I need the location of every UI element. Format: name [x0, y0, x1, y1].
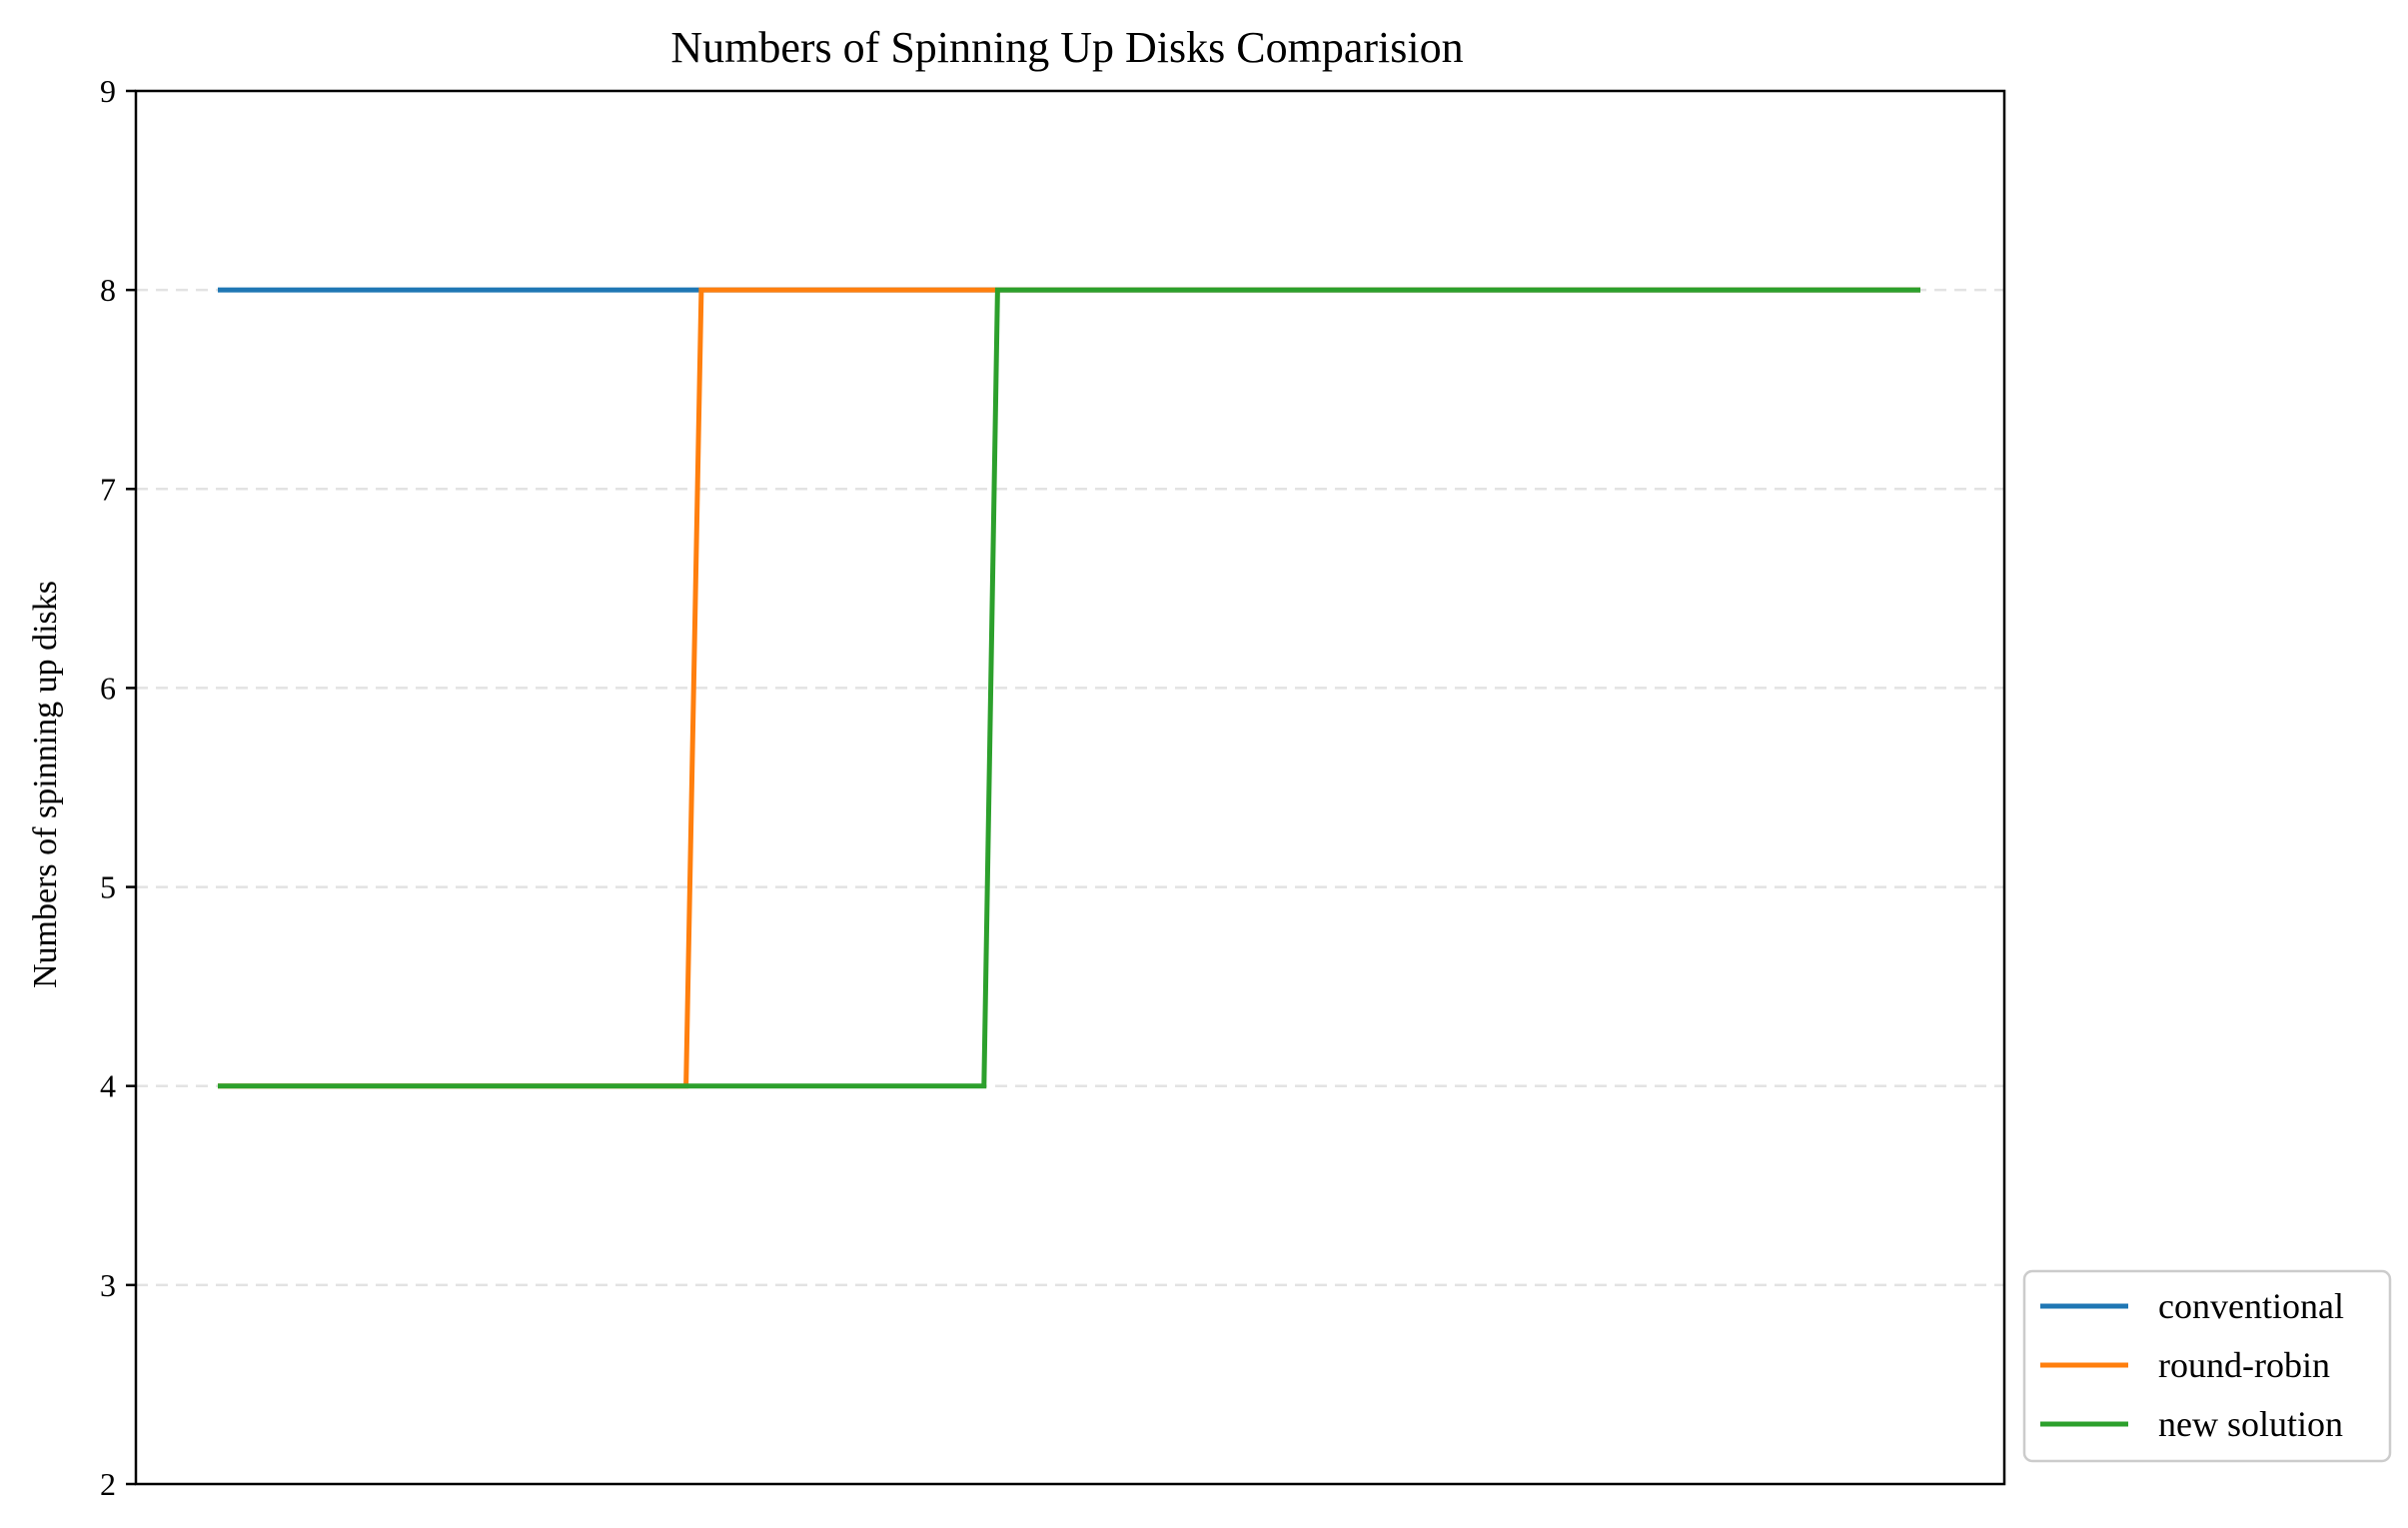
- series-line-new-solution: [218, 287, 1920, 1089]
- y-tick-label: 8: [100, 272, 116, 308]
- y-axis: 2 3 4 5 6 7 8 9: [100, 73, 136, 1502]
- legend-box: [2022, 1269, 2392, 1463]
- legend-label: round-robin: [2158, 1345, 2330, 1385]
- y-tick-label: 4: [100, 1068, 116, 1104]
- y-tick-label: 9: [100, 73, 116, 109]
- y-tick-label: 6: [100, 670, 116, 706]
- y-axis-label: Numbers of spinning up disks: [27, 581, 64, 988]
- y-tick-label: 5: [100, 869, 116, 905]
- legend-label: conventional: [2158, 1286, 2344, 1326]
- y-tick-label: 2: [100, 1466, 116, 1502]
- legend: conventional round-robin new solution: [2022, 1269, 2392, 1463]
- legend-label: new solution: [2158, 1404, 2343, 1444]
- series-lines: [218, 287, 1920, 1089]
- y-tick-label: 7: [100, 471, 116, 507]
- chart-title: Numbers of Spinning Up Disks Comparision: [670, 23, 1463, 72]
- legend-items: conventional round-robin new solution: [2040, 1286, 2344, 1444]
- y-tick-label: 3: [100, 1267, 116, 1303]
- plot-frame: [134, 89, 2006, 1486]
